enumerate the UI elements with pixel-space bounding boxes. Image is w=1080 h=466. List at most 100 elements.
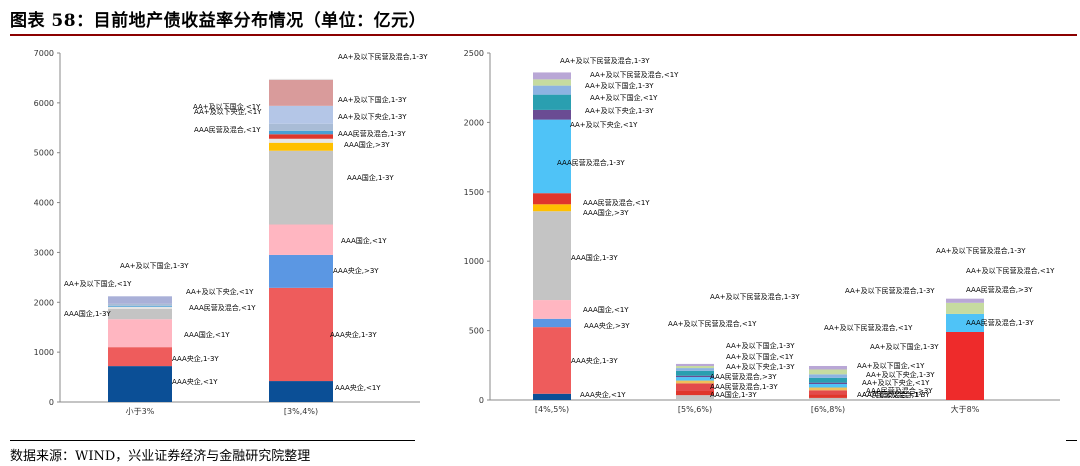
y-tick-label: 0: [479, 396, 484, 405]
x-tick-label: [4%,5%): [535, 405, 569, 414]
segment-annotation: AAA民营及混合,<1Y: [583, 198, 650, 207]
bar-segment: [108, 306, 172, 309]
segment-annotation: AAA民营及混合,>3Y: [966, 285, 1033, 294]
segment-annotation: AAA央企,<1Y: [580, 390, 626, 399]
bar-segment: [676, 363, 714, 366]
segment-annotation: AA+及以下民营及混合,<1Y: [824, 323, 913, 332]
bar-segment: [533, 72, 571, 80]
bar-segment: [809, 384, 847, 388]
bar-segment: [676, 375, 714, 378]
y-tick-label: 5000: [34, 149, 54, 158]
segment-annotation: AAA国企,1-3Y: [64, 309, 111, 318]
bar-segment: [533, 327, 571, 394]
segment-annotation: AAA国企,1-3Y: [571, 253, 618, 262]
bar-segment: [809, 382, 847, 385]
bar-segment: [533, 211, 571, 301]
bar-segment: [269, 142, 333, 151]
segment-annotation: AAA民营及混合,>3Y: [866, 386, 933, 395]
y-tick-label: 2000: [34, 298, 54, 307]
chart-panel-2: 0 500 1000 1500 2000 2500 [4%,5%) [5%,6%) [6%,8%…: [464, 49, 1060, 414]
bar-segment: [269, 78, 333, 80]
segment-annotation: AAA国企,>3Y: [583, 208, 629, 217]
segment-annotation: AA+及以下央企,1-3Y: [585, 106, 654, 115]
segment-annotation: AA+及以下央企,<1Y: [862, 378, 930, 387]
bar-segment: [533, 318, 571, 328]
bar-segment: [269, 224, 333, 255]
segment-annotation: AAA民营及混合,1-3Y: [966, 318, 1034, 327]
segment-annotation: AA+及以下民营及混合,1-3Y: [710, 292, 800, 301]
x-tick-label: [5%,6%): [678, 405, 712, 414]
segment-annotation: AA+及以下央企,<1Y: [194, 107, 262, 116]
bar-segment: [676, 390, 714, 396]
segment-annotation: AA+及以下国企,<1Y: [726, 352, 794, 361]
segment-annotation: AA+及以下国企,<1Y: [590, 93, 658, 102]
bar-segment: [269, 254, 333, 288]
bar-segment: [108, 308, 172, 320]
bar-segment: [533, 300, 571, 319]
bar-segment: [108, 366, 172, 402]
y-tick-label: 0: [49, 398, 54, 407]
segment-annotation: AAA民营及混合,1-3Y: [338, 129, 406, 138]
x-tick-label: 小于3%: [126, 407, 155, 416]
bar-segment: [946, 298, 984, 303]
segment-annotation: AA+及以下民营及混合,1-3Y: [338, 52, 428, 61]
segment-annotation: AAA国企,<1Y: [341, 236, 387, 245]
bar-segment: [809, 390, 847, 395]
bar-segment: [269, 381, 333, 402]
bar-segment: [676, 377, 714, 381]
bar-segment: [269, 105, 333, 124]
bar-segment: [533, 193, 571, 205]
bar-segment: [809, 397, 847, 400]
segment-annotation: AA+及以下民营及混合,<1Y: [668, 319, 757, 328]
segment-annotation: AA+及以下民营及混合,<1Y: [590, 70, 679, 79]
bar-segment: [809, 374, 847, 378]
bar-segment: [676, 395, 714, 400]
y-tick-label: 2000: [464, 118, 484, 127]
bar-segment: [809, 387, 847, 391]
bar-segment: [809, 365, 847, 370]
y-tick-label: 7000: [34, 49, 54, 58]
y-tick-label: 6000: [34, 99, 54, 108]
segment-annotation: AA+及以下央企,<1Y: [570, 120, 638, 129]
bar-segment: [533, 94, 571, 110]
bar-segment: [533, 109, 571, 120]
bar-segment: [269, 150, 333, 225]
segment-annotation: AA+及以下民营及混合,1-3Y: [936, 246, 1026, 255]
bar-segment: [809, 394, 847, 398]
bar-segment: [809, 377, 847, 383]
footer-rule-right: [1066, 440, 1077, 441]
y-tick-label: 1500: [464, 188, 484, 197]
segment-annotation: AA+及以下央企,1-3Y: [726, 362, 795, 371]
segment-annotation: AA+及以下国企,1-3Y: [726, 341, 795, 350]
segment-annotation: AAA民营及混合,<1Y: [857, 390, 924, 399]
source-note: 数据来源：WIND，兴业证券经济与金融研究院整理: [10, 449, 311, 464]
x-tick-label: [6%,8%): [811, 405, 845, 414]
bar-segment: [269, 287, 333, 382]
segment-annotation: AAA央企,<1Y: [172, 377, 218, 386]
y-tick-label: 4000: [34, 199, 54, 208]
segment-annotation: AA+及以下国企,1-3Y: [870, 342, 939, 351]
bar-segment: [533, 85, 571, 95]
bar-segment: [269, 138, 333, 143]
segment-annotation: AAA国企,1-3Y: [710, 390, 757, 399]
bar-segment: [533, 119, 571, 194]
segment-annotation: AA+及以下国企,1-3Y: [585, 81, 654, 90]
x-tick-label: 大于8%: [951, 404, 980, 414]
bar-segment: [269, 134, 333, 139]
segment-annotation: AA+及以下国企,1-3Y: [120, 261, 189, 270]
y-tick-label: 2500: [464, 49, 484, 58]
segment-annotation: AAA央企,<1Y: [335, 383, 381, 392]
segment-annotation: AAA民营及混合,1-3Y: [862, 390, 930, 399]
segment-annotation: AAA民营及混合,<1Y: [189, 303, 256, 312]
bar-segment: [533, 204, 571, 212]
segment-annotation: AAA民营及混合,>3Y: [710, 372, 777, 381]
bar-segment: [809, 369, 847, 375]
bar-segment: [676, 383, 714, 391]
bar-segment: [676, 380, 714, 384]
footer-rule: [10, 440, 415, 441]
segment-annotation: AA+及以下央企,<1Y: [186, 287, 254, 296]
bar-segment: [533, 79, 571, 86]
bar-segment: [108, 296, 172, 304]
bar-segment: [676, 365, 714, 369]
